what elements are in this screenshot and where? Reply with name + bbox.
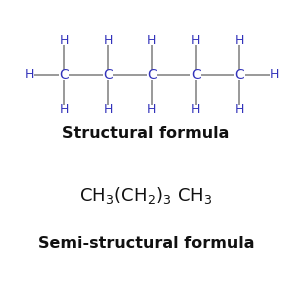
Text: H: H — [235, 34, 244, 47]
Text: H: H — [147, 103, 157, 116]
Text: C: C — [147, 68, 157, 82]
Text: H: H — [147, 34, 157, 47]
Text: CH$_3$(CH$_2$)$_3$ CH$_3$: CH$_3$(CH$_2$)$_3$ CH$_3$ — [79, 184, 213, 206]
Text: H: H — [25, 68, 34, 82]
Text: C: C — [103, 68, 113, 82]
Text: C: C — [59, 68, 69, 82]
Text: H: H — [191, 34, 200, 47]
Text: C: C — [234, 68, 244, 82]
Text: H: H — [270, 68, 279, 82]
Text: H: H — [103, 103, 113, 116]
Text: H: H — [235, 103, 244, 116]
Text: H: H — [191, 103, 200, 116]
Text: Semi-structural formula: Semi-structural formula — [38, 236, 254, 250]
Text: H: H — [60, 34, 69, 47]
Text: H: H — [103, 34, 113, 47]
Text: Structural formula: Structural formula — [62, 126, 230, 141]
Text: C: C — [191, 68, 201, 82]
Text: H: H — [60, 103, 69, 116]
